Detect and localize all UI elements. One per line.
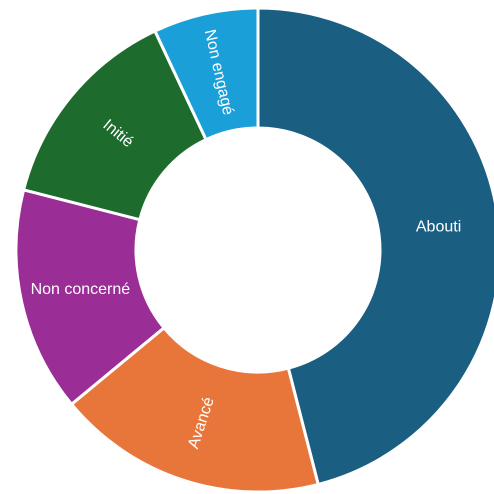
- donut-slice: [152, 6, 260, 142]
- slice-label: Abouti: [416, 218, 461, 235]
- donut-slice: [14, 187, 167, 407]
- donut-slice: [21, 29, 209, 222]
- slice-label: Non concerné: [31, 281, 131, 298]
- donut-slice: [256, 6, 494, 487]
- donut-slice: [69, 325, 321, 494]
